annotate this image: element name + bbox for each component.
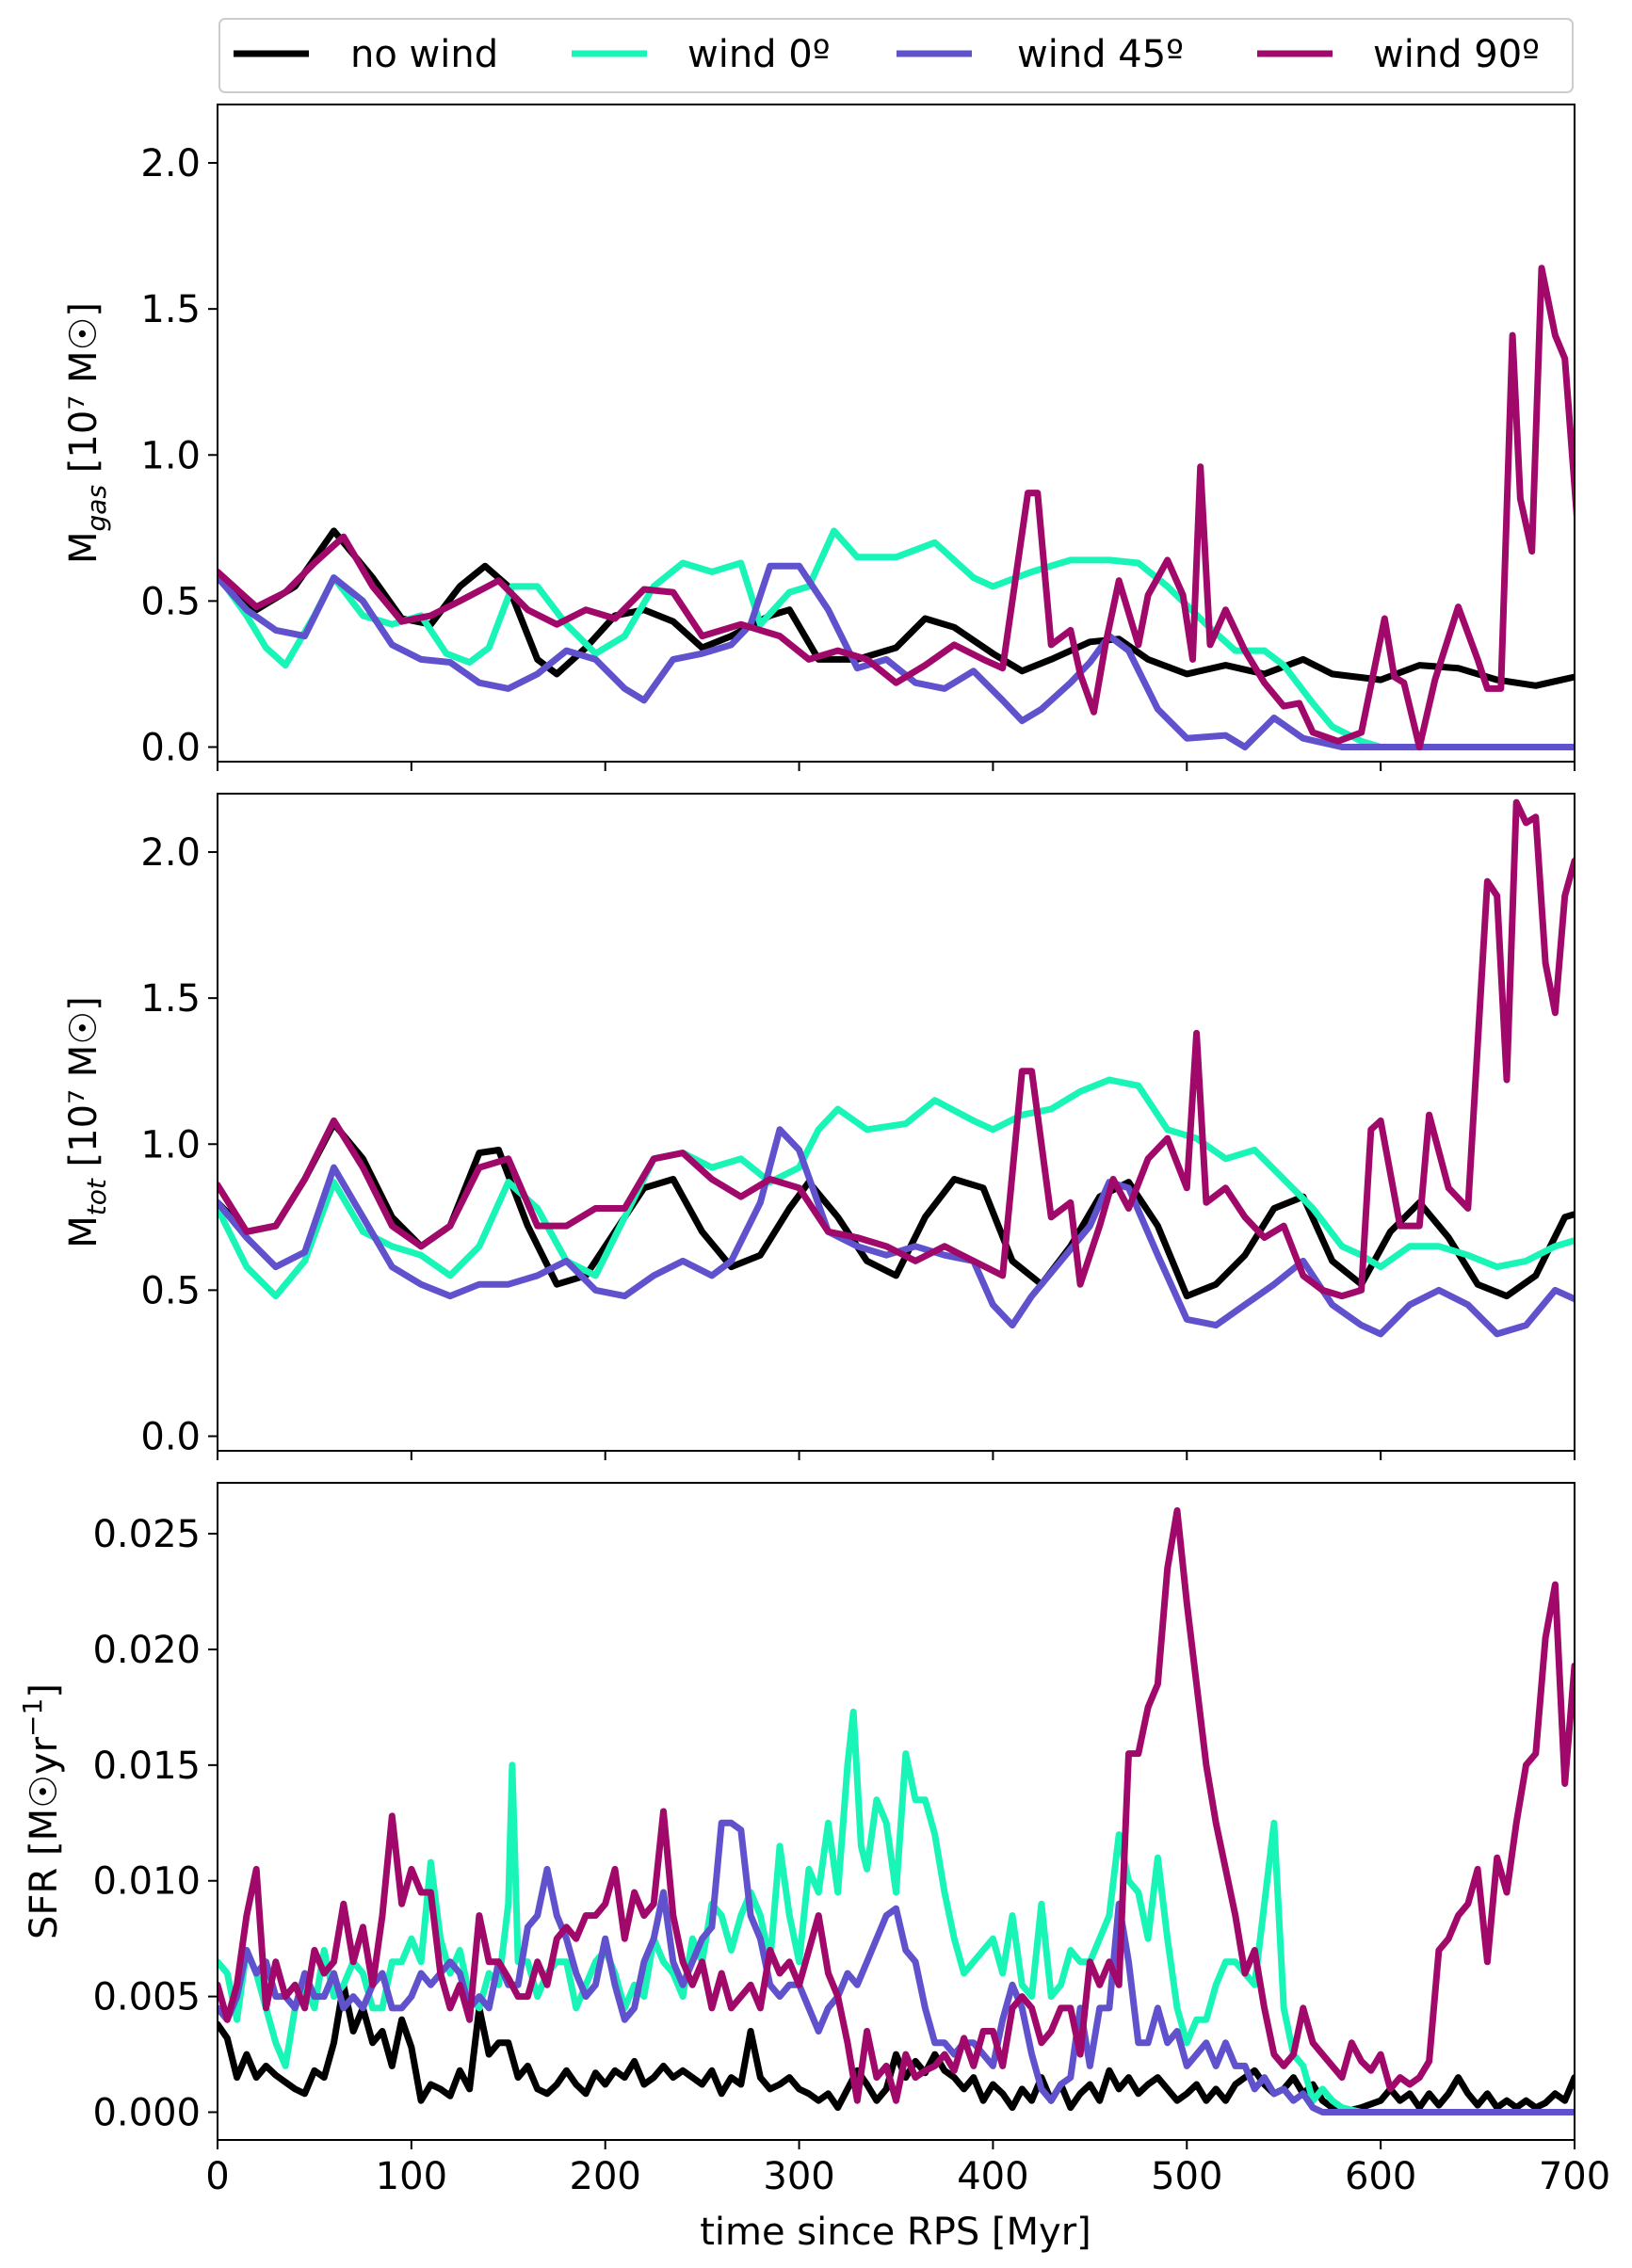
- y-tick-label: 1.0: [140, 1123, 201, 1166]
- panel-total-mass: 0.0 0.5 1.0 1.5 2.0 Mtot [10⁷ M☉]: [62, 793, 1575, 1460]
- legend-label-wind-45: wind 45º: [1017, 33, 1184, 76]
- panel-sfr-ticks: 0.000 0.005 0.010 0.015 0.020 0.025 0 100 200 300…: [92, 1513, 1610, 2198]
- panel-gas-mass-ylabel: Mgas [10⁷ M☉]: [62, 302, 112, 564]
- y-tick-label: 0.5: [140, 580, 201, 623]
- x-axis-label: time since RPS [Myr]: [700, 2211, 1091, 2254]
- y-tick-label: 0.5: [140, 1269, 201, 1312]
- panel-total-mass-ylabel: Mtot [10⁷ M☉]: [62, 996, 112, 1248]
- panel-gas-mass-frame: [217, 104, 1575, 763]
- series-line-wind-45: [218, 1126, 1575, 1338]
- series-line-wind-0: [218, 1708, 1575, 2115]
- series-line-wind-90: [218, 1507, 1575, 2104]
- x-tick-label: 100: [376, 2155, 447, 2198]
- x-tick-label: 500: [1151, 2155, 1222, 2198]
- y-tick-label: 0.015: [92, 1745, 201, 1788]
- panel-gas-mass-lines: [218, 265, 1575, 750]
- y-tick-label: 1.0: [140, 434, 201, 477]
- panel-sfr: 0.000 0.005 0.010 0.015 0.020 0.025 0 100 200 300…: [17, 1482, 1610, 2198]
- series-line-wind-90: [218, 265, 1575, 750]
- y-tick-label: 0.005: [92, 1976, 201, 2019]
- x-tick-label: 300: [763, 2155, 834, 2198]
- series-line-no-wind: [218, 527, 1575, 689]
- x-tick-label: 0: [205, 2155, 229, 2198]
- x-tick-label: 700: [1539, 2155, 1610, 2198]
- panel-total-mass-lines: [218, 798, 1575, 1338]
- panel-total-mass-frame: [217, 793, 1575, 1452]
- x-tick-label: 600: [1345, 2155, 1416, 2198]
- x-tick-label: 200: [570, 2155, 641, 2198]
- series-line-no-wind: [218, 1981, 1575, 2115]
- legend-frame: [218, 18, 1574, 93]
- y-tick-label: 0.0: [140, 726, 201, 769]
- y-tick-label: 1.5: [140, 977, 201, 1021]
- y-tick-label: 0.020: [92, 1629, 201, 1672]
- series-line-wind-45: [218, 562, 1575, 750]
- legend-label-wind-0: wind 0º: [687, 33, 831, 76]
- panel-gas-mass-ticks: 0.0 0.5 1.0 1.5 2.0: [140, 142, 1575, 771]
- y-tick-label: 0.025: [92, 1513, 201, 1556]
- y-tick-label: 2.0: [140, 831, 201, 875]
- series-line-wind-45: [218, 1819, 1575, 2115]
- legend-label-no-wind: no wind: [350, 33, 498, 76]
- panel-sfr-lines: [218, 1507, 1575, 2115]
- x-tick-label: 400: [957, 2155, 1028, 2198]
- panel-gas-mass: 0.0 0.5 1.0 1.5 2.0 Mgas [10⁷ M☉]: [62, 104, 1575, 771]
- panel-sfr-ylabel: SFR [M☉yr−1]: [17, 1683, 66, 1939]
- panel-total-mass-ticks: 0.0 0.5 1.0 1.5 2.0: [140, 831, 1575, 1460]
- y-tick-label: 0.0: [140, 1415, 201, 1458]
- legend: no wind wind 0º wind 45º wind 90º: [218, 18, 1574, 93]
- y-tick-label: 1.5: [140, 288, 201, 331]
- y-tick-label: 0.000: [92, 2092, 201, 2135]
- panel-sfr-frame: [217, 1482, 1575, 2141]
- series-line-wind-90: [218, 798, 1575, 1300]
- legend-label-wind-90: wind 90º: [1373, 33, 1540, 76]
- series-line-wind-0: [218, 527, 1575, 750]
- y-tick-label: 0.010: [92, 1860, 201, 1904]
- y-tick-label: 2.0: [140, 142, 201, 185]
